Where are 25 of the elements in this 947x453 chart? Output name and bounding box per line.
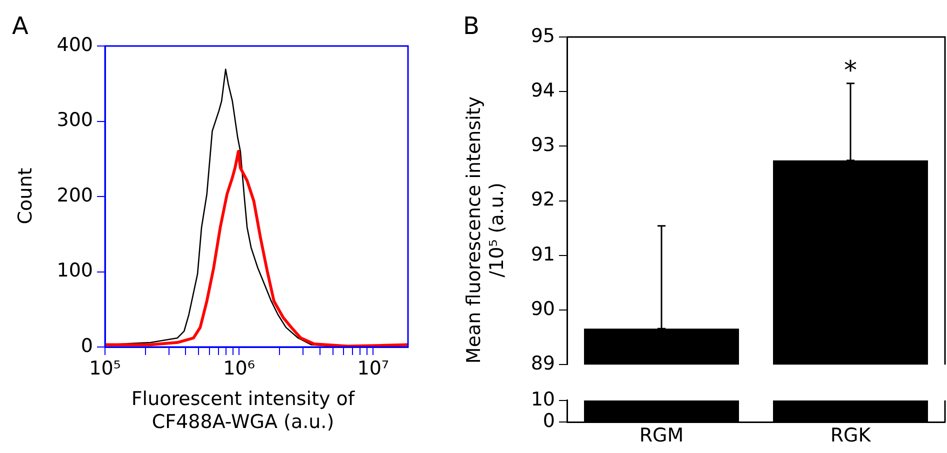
y-tick-label: 91 — [530, 243, 555, 266]
x-tick-label: 10⁵ — [89, 357, 121, 380]
chart-title: B — [463, 12, 480, 41]
x-tick-label: 10⁶ — [223, 357, 255, 380]
y-tick-label: 300 — [56, 109, 93, 132]
y-tick-label: 400 — [56, 34, 93, 56]
x-tick-label: 10⁷ — [357, 357, 390, 380]
y-tick-label: 93 — [530, 134, 555, 156]
x-axis-title: Fluorescent intensity of CF488A-WGA (a.u.) — [130, 388, 356, 434]
y-tick-label: 95 — [530, 24, 555, 47]
y-tick-label: 89 — [530, 352, 555, 375]
y-tick-label: 10 — [530, 388, 555, 410]
y-tick-label: 0 — [80, 334, 93, 357]
y-tick-label: 92 — [530, 188, 555, 211]
annotation: * — [844, 56, 857, 86]
x-tick-label: RGK — [830, 424, 872, 446]
y-tick-label: 94 — [530, 80, 555, 102]
y-tick-label: 100 — [56, 260, 93, 282]
chart-title: A — [12, 12, 28, 41]
x-tick-label: RGM — [639, 424, 684, 446]
y-tick-label: 0 — [542, 410, 555, 432]
y-axis-title: Count — [14, 166, 38, 226]
y-tick-label: 200 — [56, 184, 93, 206]
y-axis-title: Mean fluorescence intensity /10⁵ (a.u.) — [463, 95, 509, 366]
y-tick-label: 90 — [530, 298, 555, 320]
